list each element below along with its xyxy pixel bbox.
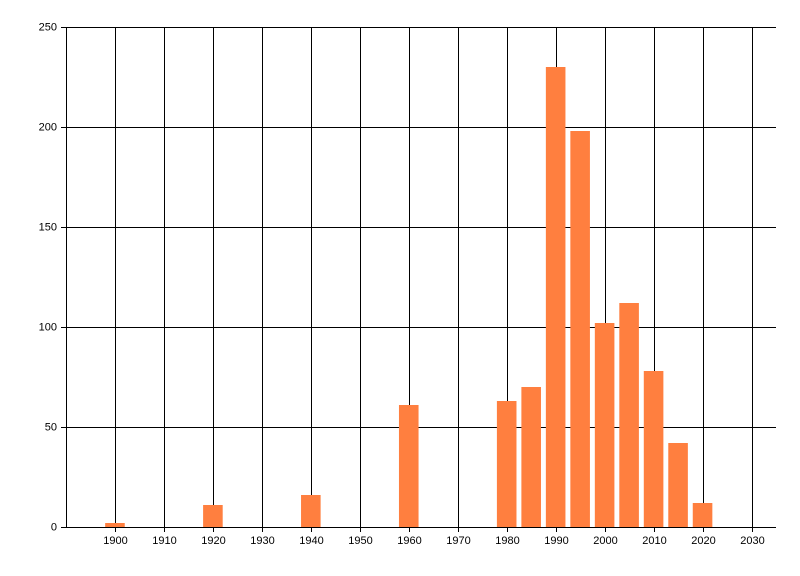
- x-tick-label: 1920: [201, 535, 225, 547]
- bar: [203, 505, 223, 527]
- x-tick-label: 2010: [642, 535, 666, 547]
- y-tick-label: 250: [39, 21, 57, 33]
- x-tick-label: 1970: [446, 535, 470, 547]
- x-tick-label: 1960: [397, 535, 421, 547]
- y-tick-label: 100: [39, 321, 57, 333]
- bar: [545, 67, 566, 527]
- x-tick-label: 2030: [740, 535, 764, 547]
- x-tick-label: 2020: [691, 535, 715, 547]
- bar: [668, 443, 688, 527]
- bar: [619, 303, 639, 527]
- bar: [398, 405, 419, 527]
- y-tick-label: 150: [39, 221, 57, 233]
- y-tick-label: 0: [51, 521, 57, 533]
- bar: [594, 323, 615, 527]
- bar: [105, 523, 125, 527]
- x-tick-label: 1990: [544, 535, 568, 547]
- x-tick-label: 2000: [593, 535, 617, 547]
- y-tick-label: 50: [45, 421, 57, 433]
- bar: [301, 495, 321, 527]
- x-tick-label: 1930: [250, 535, 274, 547]
- bar: [496, 401, 517, 527]
- bar: [521, 387, 541, 527]
- bar: [570, 131, 590, 527]
- bar: [692, 503, 713, 527]
- bar: [643, 371, 664, 527]
- x-tick-label: 1940: [299, 535, 323, 547]
- x-tick-label: 1980: [495, 535, 519, 547]
- x-tick-label: 1910: [152, 535, 176, 547]
- y-tick-label: 200: [39, 121, 57, 133]
- x-tick-label: 1900: [103, 535, 127, 547]
- x-tick-label: 1950: [348, 535, 372, 547]
